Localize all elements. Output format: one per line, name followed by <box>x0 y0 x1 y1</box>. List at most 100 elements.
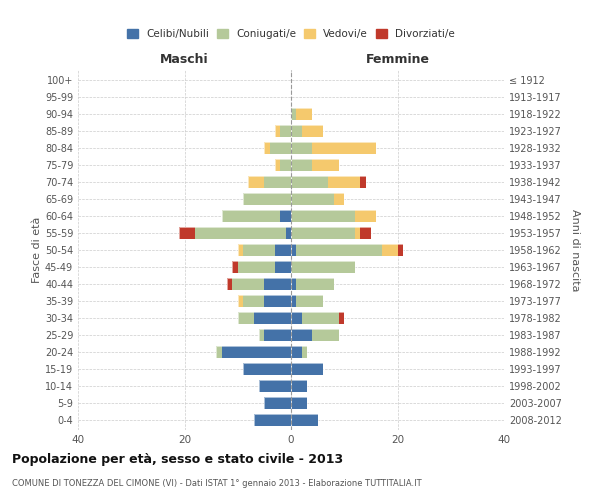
Bar <box>291 244 296 256</box>
Bar <box>291 261 355 273</box>
Bar <box>227 278 232 290</box>
Bar <box>254 414 291 426</box>
Bar <box>291 125 323 137</box>
Bar <box>259 380 291 392</box>
Bar <box>238 312 291 324</box>
Bar <box>291 159 339 171</box>
Text: Femmine: Femmine <box>365 53 430 66</box>
Bar <box>291 261 355 273</box>
Y-axis label: Fasce di età: Fasce di età <box>32 217 42 283</box>
Bar <box>291 193 334 205</box>
Bar <box>291 396 307 409</box>
Bar <box>360 227 371 239</box>
Bar <box>291 278 296 290</box>
Bar <box>217 346 222 358</box>
Bar <box>355 227 360 239</box>
Bar <box>291 108 296 120</box>
Bar <box>291 329 339 341</box>
Bar <box>291 346 302 358</box>
Bar <box>275 125 291 137</box>
Bar <box>238 261 275 273</box>
Bar <box>275 159 280 171</box>
Bar <box>398 244 403 256</box>
Bar <box>179 227 291 239</box>
Bar <box>280 125 291 137</box>
Bar <box>238 295 243 307</box>
Bar <box>286 227 291 239</box>
Bar <box>291 329 313 341</box>
Bar <box>265 176 291 188</box>
Bar <box>334 193 344 205</box>
Bar <box>243 363 291 375</box>
Bar <box>291 159 313 171</box>
Bar <box>232 261 291 273</box>
Bar <box>280 159 291 171</box>
Bar <box>291 295 296 307</box>
Bar <box>232 261 238 273</box>
Bar <box>360 176 365 188</box>
Bar <box>275 261 291 273</box>
Bar <box>280 210 291 222</box>
Bar <box>243 193 291 205</box>
Bar <box>275 125 280 137</box>
Text: Popolazione per età, sesso e stato civile - 2013: Popolazione per età, sesso e stato civil… <box>12 452 343 466</box>
Bar <box>259 380 291 392</box>
Bar <box>291 380 307 392</box>
Bar <box>302 346 307 358</box>
Bar <box>291 193 344 205</box>
Bar <box>265 396 291 409</box>
Bar <box>291 227 355 239</box>
Bar <box>296 278 334 290</box>
Bar <box>339 312 344 324</box>
Bar <box>313 142 376 154</box>
Bar <box>291 108 313 120</box>
Bar <box>238 244 243 256</box>
Bar <box>291 210 376 222</box>
Bar <box>270 142 291 154</box>
Bar <box>217 346 291 358</box>
Bar <box>291 363 323 375</box>
Bar <box>291 227 371 239</box>
Bar <box>296 244 382 256</box>
Bar <box>248 176 291 188</box>
Bar <box>222 210 280 222</box>
Bar <box>291 278 334 290</box>
Bar <box>291 414 317 426</box>
Bar <box>265 295 291 307</box>
Bar <box>248 176 265 188</box>
Bar <box>296 108 313 120</box>
Bar <box>291 380 307 392</box>
Bar <box>265 142 270 154</box>
Legend: Celibi/Nubili, Coniugati/e, Vedovi/e, Divorziati/e: Celibi/Nubili, Coniugati/e, Vedovi/e, Di… <box>123 25 459 43</box>
Bar <box>291 396 307 409</box>
Bar <box>222 346 291 358</box>
Bar <box>291 210 355 222</box>
Bar <box>291 142 376 154</box>
Bar <box>179 227 195 239</box>
Bar <box>291 176 365 188</box>
Bar <box>313 329 339 341</box>
Bar <box>275 159 291 171</box>
Bar <box>328 176 360 188</box>
Bar <box>291 176 328 188</box>
Bar <box>291 414 317 426</box>
Bar <box>232 278 265 290</box>
Bar <box>195 227 286 239</box>
Bar <box>259 329 265 341</box>
Bar <box>243 244 275 256</box>
Bar <box>291 312 302 324</box>
Bar <box>296 295 323 307</box>
Text: Maschi: Maschi <box>160 53 209 66</box>
Bar <box>259 329 291 341</box>
Bar <box>302 125 323 137</box>
Bar <box>265 142 291 154</box>
Y-axis label: Anni di nascita: Anni di nascita <box>570 209 580 291</box>
Bar <box>291 295 323 307</box>
Bar <box>265 329 291 341</box>
Bar <box>291 363 323 375</box>
Bar <box>265 396 291 409</box>
Bar <box>227 278 291 290</box>
Bar <box>243 363 291 375</box>
Bar <box>291 312 344 324</box>
Bar <box>275 244 291 256</box>
